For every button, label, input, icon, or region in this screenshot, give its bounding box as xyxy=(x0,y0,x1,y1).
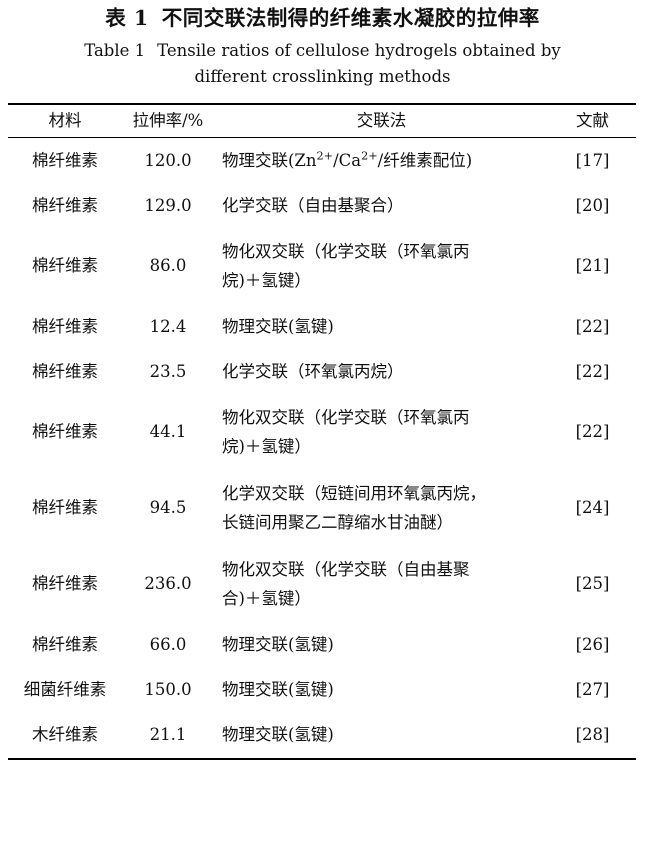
caption-english-text-1: Tensile ratios of cellulose hydrogels ob… xyxy=(157,40,561,60)
table-label-chinese: 表 1 xyxy=(105,6,149,30)
cell-reference: [22] xyxy=(575,422,610,442)
table-row: 棉纤维素 129.0 化学交联（自由基聚合） [20] xyxy=(8,183,636,228)
method-line: 物理交联(氢键) xyxy=(222,679,334,699)
method-line: 化学交联（自由基聚合） xyxy=(222,195,404,215)
cell-reference: [24] xyxy=(575,498,610,518)
cell-material: 棉纤维素 xyxy=(32,422,98,442)
cell-material: 棉纤维素 xyxy=(32,195,98,215)
cell-reference: [20] xyxy=(575,195,610,215)
table-row: 棉纤维素 120.0 物理交联(Zn2+/Ca2+/纤维素配位) [17] xyxy=(8,137,636,183)
table-row: 细菌纤维素 150.0 物理交联(氢键) [27] xyxy=(8,667,636,712)
superscript-charge: 2+ xyxy=(361,149,378,163)
cell-material: 棉纤维素 xyxy=(32,256,98,276)
cell-material: 木纤维素 xyxy=(32,724,98,744)
cell-material: 棉纤维素 xyxy=(32,634,98,654)
table-row: 棉纤维素 44.1 物化双交联（化学交联（环氧氯丙 烷)＋氢键） [22] xyxy=(8,394,636,470)
cell-tensile-ratio: 21.1 xyxy=(149,724,187,744)
table-title-chinese: 不同交联法制得的纤维素水凝胶的拉伸率 xyxy=(161,6,540,30)
cell-reference: [22] xyxy=(575,361,610,381)
cell-crosslinking-method: 化学交联（自由基聚合） xyxy=(214,183,549,228)
cell-reference: [21] xyxy=(575,256,610,276)
cell-crosslinking-method: 物理交联(氢键) xyxy=(214,667,549,712)
column-header-tensile-ratio: 拉伸率/% xyxy=(132,110,204,130)
table-row: 棉纤维素 236.0 物化双交联（化学交联（自由基聚 合)＋氢键） [25] xyxy=(8,546,636,622)
method-line: 烷)＋氢键） xyxy=(222,270,311,290)
cell-crosslinking-method: 物理交联(Zn2+/Ca2+/纤维素配位) xyxy=(214,137,549,183)
table-container: 材料 拉伸率/% 交联法 文献 棉纤维素 120.0 物理交联(Zn2+/Ca2+/… xyxy=(8,103,636,760)
table-row: 棉纤维素 66.0 物理交联(氢键) [26] xyxy=(8,622,636,667)
column-header-material: 材料 xyxy=(48,110,82,130)
cell-reference: [27] xyxy=(575,679,610,699)
cell-reference: [25] xyxy=(575,574,610,594)
cell-reference: [28] xyxy=(575,724,610,744)
cell-tensile-ratio: 120.0 xyxy=(144,150,192,170)
cell-tensile-ratio: 44.1 xyxy=(149,422,187,442)
cell-material: 棉纤维素 xyxy=(32,574,98,594)
cell-material: 棉纤维素 xyxy=(32,316,98,336)
column-header-reference: 文献 xyxy=(576,110,609,130)
cell-material: 棉纤维素 xyxy=(32,150,98,170)
table-caption-chinese: 表 1 不同交联法制得的纤维素水凝胶的拉伸率 xyxy=(0,0,645,29)
method-line: 物理交联(Zn2+/Ca2+/纤维素配位) xyxy=(222,149,473,170)
superscript-charge: 2+ xyxy=(316,149,334,163)
cell-tensile-ratio: 129.0 xyxy=(144,195,192,215)
table-row: 木纤维素 21.1 物理交联(氢键) [28] xyxy=(8,712,636,759)
table-label-english: Table 1 xyxy=(84,40,146,60)
tensile-ratio-table: 材料 拉伸率/% 交联法 文献 棉纤维素 120.0 物理交联(Zn2+/Ca2+/… xyxy=(8,103,636,760)
method-line: 物化双交联（化学交联（自由基聚 xyxy=(222,559,470,579)
cell-crosslinking-method: 化学交联（环氧氯丙烷） xyxy=(214,349,549,394)
cell-reference: [17] xyxy=(575,150,610,170)
method-line: 物化双交联（化学交联（环氧氯丙 xyxy=(222,241,470,261)
cell-tensile-ratio: 12.4 xyxy=(149,316,187,336)
cell-crosslinking-method: 物理交联(氢键) xyxy=(214,712,549,759)
cell-crosslinking-method: 物化双交联（化学交联（环氧氯丙 烷)＋氢键） xyxy=(214,394,549,470)
cell-crosslinking-method: 物理交联(氢键) xyxy=(214,304,549,349)
cell-crosslinking-method: 物化双交联（化学交联（环氧氯丙 烷)＋氢键） xyxy=(214,228,549,304)
table-header-row: 材料 拉伸率/% 交联法 文献 xyxy=(8,103,636,138)
method-line: 物理交联(氢键) xyxy=(222,724,334,744)
method-line: 化学双交联（短链间用环氧氯丙烷， xyxy=(222,483,486,503)
method-line: 物化双交联（化学交联（环氧氯丙 xyxy=(222,407,470,427)
caption-english-text-2: different crosslinking methods xyxy=(194,66,451,86)
table-header: 材料 拉伸率/% 交联法 文献 xyxy=(8,103,636,138)
method-line: 烷)＋氢键） xyxy=(222,436,311,456)
table-row: 棉纤维素 12.4 物理交联(氢键) [22] xyxy=(8,304,636,349)
method-line: 长链间用聚乙二醇缩水甘油醚） xyxy=(222,512,453,532)
cell-material: 棉纤维素 xyxy=(32,361,98,381)
cell-reference: [22] xyxy=(575,316,610,336)
method-line: 化学交联（环氧氯丙烷） xyxy=(222,361,404,381)
table-row: 棉纤维素 94.5 化学双交联（短链间用环氧氯丙烷， 长链间用聚乙二醇缩水甘油醚） [2… xyxy=(8,470,636,546)
table-caption-english: Table 1 Tensile ratios of cellulose hydro… xyxy=(0,38,645,90)
cell-tensile-ratio: 86.0 xyxy=(149,256,187,276)
caption-english-line-1: Table 1 Tensile ratios of cellulose hydro… xyxy=(0,38,645,64)
cell-tensile-ratio: 94.5 xyxy=(149,498,187,518)
column-header-crosslinking-method: 交联法 xyxy=(356,110,407,130)
cell-tensile-ratio: 150.0 xyxy=(144,679,192,699)
table-row: 棉纤维素 86.0 物化双交联（化学交联（环氧氯丙 烷)＋氢键） [21] xyxy=(8,228,636,304)
table-body: 棉纤维素 120.0 物理交联(Zn2+/Ca2+/纤维素配位) [17] 棉纤维素 12… xyxy=(8,137,636,759)
caption-english-line-2: different crosslinking methods xyxy=(0,64,645,90)
cell-crosslinking-method: 化学双交联（短链间用环氧氯丙烷， 长链间用聚乙二醇缩水甘油醚） xyxy=(214,470,549,546)
table-row: 棉纤维素 23.5 化学交联（环氧氯丙烷） [22] xyxy=(8,349,636,394)
method-line: 物理交联(氢键) xyxy=(222,316,334,336)
method-line: 物理交联(氢键) xyxy=(222,634,334,654)
cell-crosslinking-method: 物化双交联（化学交联（自由基聚 合)＋氢键） xyxy=(214,546,549,622)
cell-tensile-ratio: 23.5 xyxy=(149,361,187,381)
cell-crosslinking-method: 物理交联(氢键) xyxy=(214,622,549,667)
cell-reference: [26] xyxy=(575,634,610,654)
cell-material: 细菌纤维素 xyxy=(23,679,107,699)
cell-tensile-ratio: 236.0 xyxy=(144,574,192,594)
cell-material: 棉纤维素 xyxy=(32,498,98,518)
cell-tensile-ratio: 66.0 xyxy=(149,634,187,654)
method-line: 合)＋氢键） xyxy=(222,588,311,608)
